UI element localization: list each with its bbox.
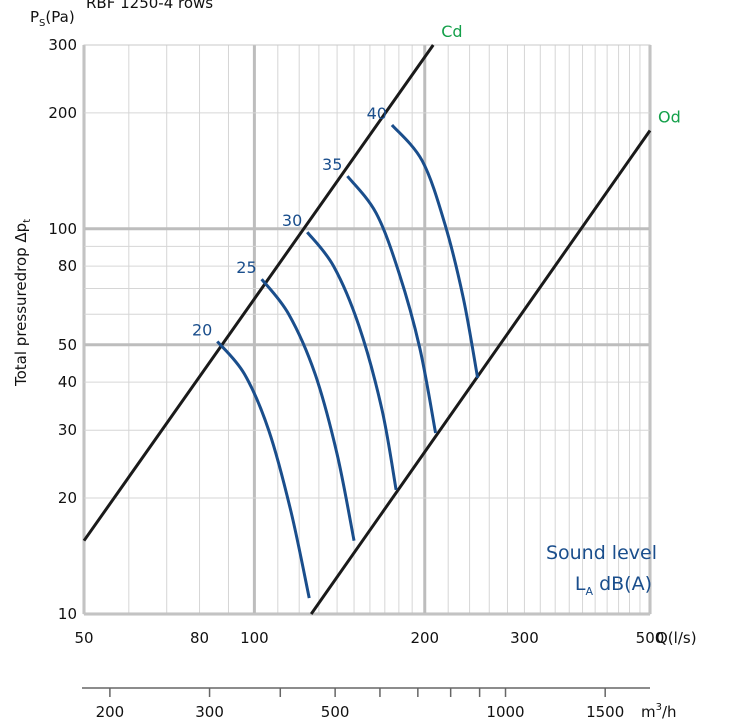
x2-tick-label: 200	[96, 703, 125, 721]
x2-tick-label: 1500	[586, 703, 624, 721]
plot-frame	[83, 44, 651, 615]
y-tick-label: 30	[58, 421, 77, 439]
x2-tick-label: 300	[195, 703, 224, 721]
x-tick-label: 50	[74, 629, 93, 647]
x-tick-label: 500	[636, 629, 665, 647]
x-tick-labels: 50 80 100 200 300 500	[74, 629, 664, 647]
x-tick-label: 80	[190, 629, 209, 647]
sound-curve-label-40: 40	[367, 104, 387, 123]
sound-curve-label-35: 35	[322, 155, 342, 174]
y-tick-label: 300	[48, 36, 77, 54]
y-axis-label: Total pressuredrop Δpt	[12, 219, 33, 387]
x-tick-label: 300	[510, 629, 539, 647]
boundary-line-cd	[82, 44, 435, 542]
chart-grid	[82, 44, 652, 616]
sound-unit-label: LA dB(A)	[575, 573, 652, 598]
y-tick-label: 40	[58, 373, 77, 391]
y-tick-label: 50	[58, 336, 77, 354]
x2-tick-label: 1000	[486, 703, 524, 721]
boundary-lines: Cd Od	[82, 22, 681, 615]
boundary-line-od	[309, 129, 652, 615]
sound-curve-25	[260, 278, 356, 541]
sound-level-label: Sound level	[546, 542, 657, 564]
x2-tick-label: 500	[321, 703, 350, 721]
boundary-label-cd: Cd	[441, 22, 462, 41]
sound-curve-20	[216, 340, 311, 599]
y-tick-label: 20	[58, 489, 77, 507]
secondary-x-axis: 200 300 500 1000 1500	[82, 687, 650, 721]
y-tick-label: 10	[58, 605, 77, 623]
x-tick-label: 200	[410, 629, 439, 647]
chart-title: RBF 1250-4 rows	[86, 0, 213, 12]
x-axis-label: Q(l/s)	[656, 629, 697, 647]
sound-curve-30	[306, 231, 398, 491]
sound-curves: 20 25 30 35 40	[192, 104, 480, 599]
y-axis-title: PS(Pa)	[30, 8, 75, 29]
x2-axis-label: m3/h	[641, 702, 677, 721]
sound-curve-35	[346, 175, 438, 434]
sound-curve-label-20: 20	[192, 320, 212, 339]
y-tick-label: 80	[58, 257, 77, 275]
y-tick-label: 100	[48, 220, 77, 238]
y-tick-labels: 10 20 30 40 50 80 100 200 300	[48, 36, 77, 623]
x-tick-label: 100	[240, 629, 269, 647]
sound-curve-40	[390, 123, 480, 379]
sound-curve-label-25: 25	[236, 258, 256, 277]
y-tick-label: 200	[48, 104, 77, 122]
boundary-label-od: Od	[658, 107, 681, 126]
sound-curve-label-30: 30	[282, 211, 302, 230]
